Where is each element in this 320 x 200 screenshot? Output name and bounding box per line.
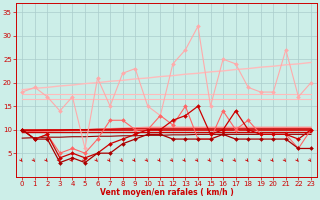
- X-axis label: Vent moyen/en rafales ( km/h ): Vent moyen/en rafales ( km/h ): [100, 188, 234, 197]
